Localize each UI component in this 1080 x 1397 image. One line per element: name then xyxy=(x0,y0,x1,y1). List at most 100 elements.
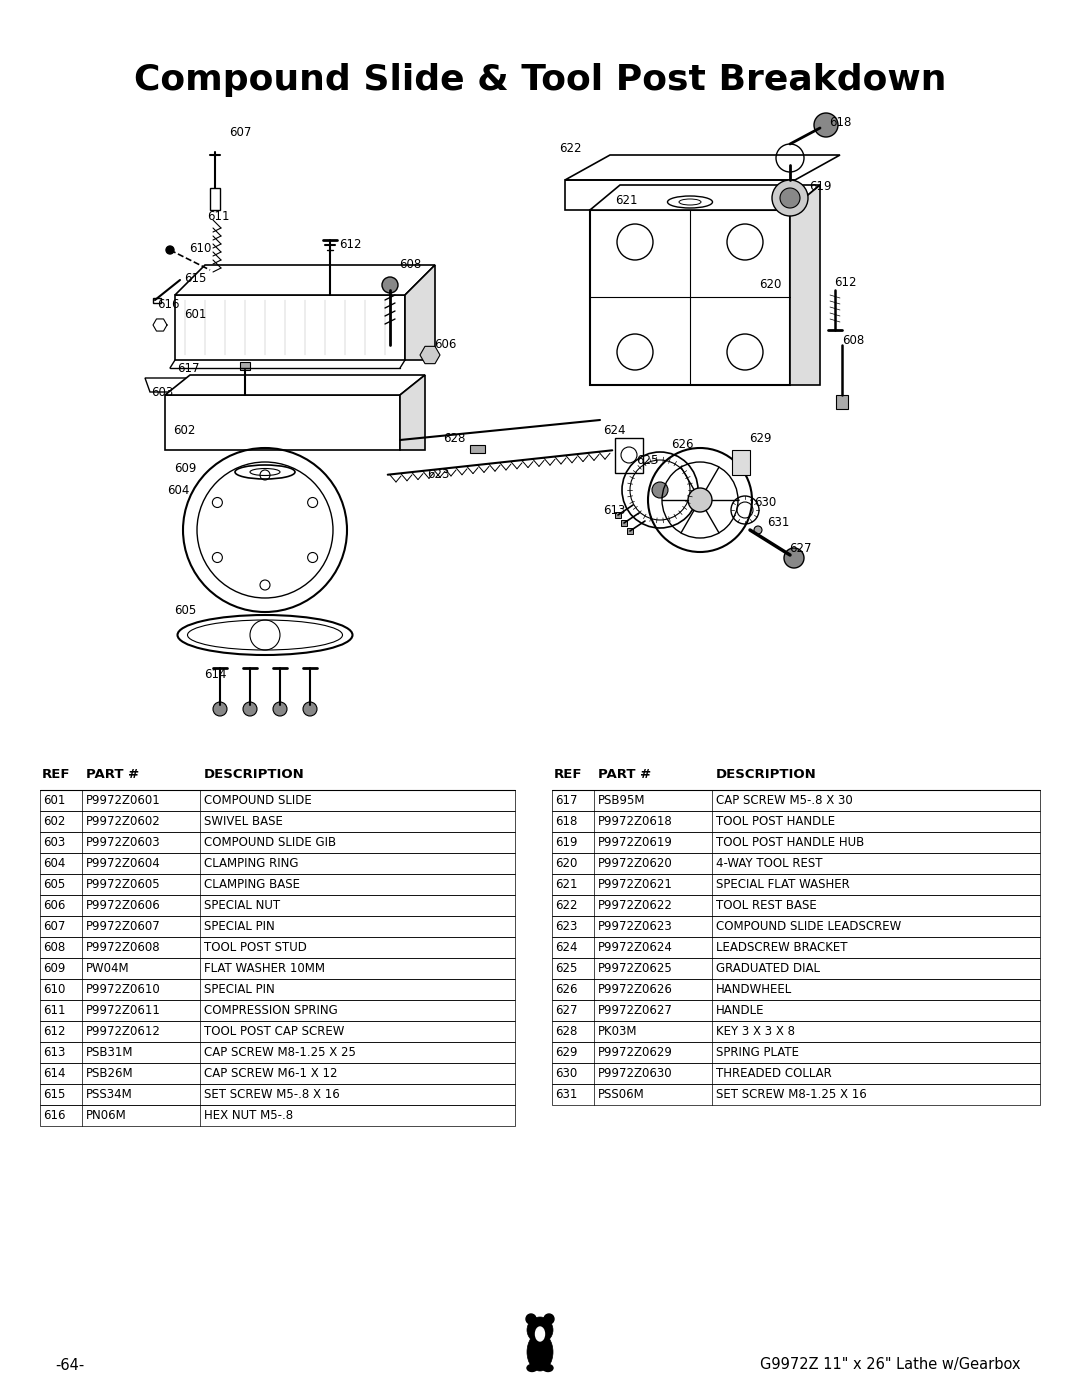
Bar xyxy=(40,833,515,854)
Text: 614: 614 xyxy=(204,668,226,680)
Bar xyxy=(552,1021,1040,1042)
Text: THREADED COLLAR: THREADED COLLAR xyxy=(716,1067,832,1080)
Text: 627: 627 xyxy=(788,542,811,555)
Text: 4-WAY TOOL REST: 4-WAY TOOL REST xyxy=(716,856,823,870)
Text: 604: 604 xyxy=(43,856,66,870)
Circle shape xyxy=(382,277,399,293)
Bar xyxy=(165,395,400,450)
Bar xyxy=(552,1084,1040,1105)
Text: 624: 624 xyxy=(603,423,625,436)
Text: 613: 613 xyxy=(603,503,625,517)
Bar xyxy=(552,895,1040,916)
Text: 614: 614 xyxy=(43,1067,66,1080)
Text: 609: 609 xyxy=(43,963,66,975)
Text: 606: 606 xyxy=(434,338,456,352)
Circle shape xyxy=(303,703,318,717)
Circle shape xyxy=(772,180,808,217)
Text: KEY 3 X 3 X 8: KEY 3 X 3 X 8 xyxy=(716,1025,795,1038)
Text: REF: REF xyxy=(42,768,70,781)
Text: P9972Z0606: P9972Z0606 xyxy=(86,900,161,912)
Polygon shape xyxy=(165,374,426,395)
Text: SPECIAL PIN: SPECIAL PIN xyxy=(204,921,274,933)
Text: DESCRIPTION: DESCRIPTION xyxy=(204,768,305,781)
Bar xyxy=(40,812,515,833)
Text: P9972Z0607: P9972Z0607 xyxy=(86,921,161,933)
Text: P9972Z0608: P9972Z0608 xyxy=(86,942,161,954)
Text: TOOL REST BASE: TOOL REST BASE xyxy=(716,900,816,912)
Text: COMPOUND SLIDE GIB: COMPOUND SLIDE GIB xyxy=(204,835,336,849)
Text: DESCRIPTION: DESCRIPTION xyxy=(716,768,816,781)
Circle shape xyxy=(784,548,804,569)
Text: FLAT WASHER 10MM: FLAT WASHER 10MM xyxy=(204,963,325,975)
Text: 615: 615 xyxy=(184,271,206,285)
Text: PW04M: PW04M xyxy=(86,963,130,975)
Bar xyxy=(621,520,627,527)
Bar xyxy=(40,895,515,916)
Text: 623: 623 xyxy=(555,921,578,933)
Polygon shape xyxy=(789,184,820,386)
Text: 619: 619 xyxy=(809,179,832,193)
Text: 612: 612 xyxy=(43,1025,66,1038)
Polygon shape xyxy=(590,184,820,210)
Bar xyxy=(40,875,515,895)
Bar xyxy=(552,916,1040,937)
Text: REF: REF xyxy=(554,768,582,781)
Bar xyxy=(40,1084,515,1105)
Bar xyxy=(615,511,621,518)
Text: PSS34M: PSS34M xyxy=(86,1088,133,1101)
Text: P9972Z0602: P9972Z0602 xyxy=(86,814,161,828)
Circle shape xyxy=(527,1317,553,1343)
Bar xyxy=(552,937,1040,958)
Text: P9972Z0619: P9972Z0619 xyxy=(598,835,673,849)
Bar xyxy=(153,298,161,303)
Text: 607: 607 xyxy=(229,126,252,138)
Text: 628: 628 xyxy=(443,432,465,444)
Bar xyxy=(40,937,515,958)
Bar xyxy=(552,875,1040,895)
Text: 612: 612 xyxy=(339,239,361,251)
Text: 602: 602 xyxy=(43,814,66,828)
Text: PSB95M: PSB95M xyxy=(598,793,646,807)
Text: P9972Z0618: P9972Z0618 xyxy=(598,814,673,828)
Text: P9972Z0604: P9972Z0604 xyxy=(86,856,161,870)
Text: LEADSCREW BRACKET: LEADSCREW BRACKET xyxy=(716,942,848,954)
Text: 630: 630 xyxy=(754,496,777,509)
Text: SPECIAL PIN: SPECIAL PIN xyxy=(204,983,274,996)
Text: SPECIAL NUT: SPECIAL NUT xyxy=(204,900,280,912)
Text: COMPOUND SLIDE LEADSCREW: COMPOUND SLIDE LEADSCREW xyxy=(716,921,901,933)
Text: HANDWHEEL: HANDWHEEL xyxy=(716,983,793,996)
Bar xyxy=(40,1063,515,1084)
Text: 621: 621 xyxy=(615,194,637,207)
Text: CLAMPING BASE: CLAMPING BASE xyxy=(204,877,300,891)
Text: CLAMPING RING: CLAMPING RING xyxy=(204,856,298,870)
Text: 611: 611 xyxy=(206,211,229,224)
Text: 626: 626 xyxy=(555,983,578,996)
Text: PART #: PART # xyxy=(86,768,139,781)
Text: TOOL POST HANDLE: TOOL POST HANDLE xyxy=(716,814,835,828)
Text: 609: 609 xyxy=(174,461,197,475)
Text: 601: 601 xyxy=(43,793,66,807)
Text: 601: 601 xyxy=(184,309,206,321)
Text: 605: 605 xyxy=(174,604,197,616)
Bar xyxy=(552,789,1040,812)
Text: 625: 625 xyxy=(636,454,658,467)
Text: CAP SCREW M6-1 X 12: CAP SCREW M6-1 X 12 xyxy=(204,1067,337,1080)
Circle shape xyxy=(273,703,287,717)
Text: 620: 620 xyxy=(759,278,781,292)
Text: 621: 621 xyxy=(555,877,578,891)
Bar xyxy=(552,1042,1040,1063)
Text: G9972Z 11" x 26" Lathe w/Gearbox: G9972Z 11" x 26" Lathe w/Gearbox xyxy=(760,1358,1021,1372)
Text: P9972Z0612: P9972Z0612 xyxy=(86,1025,161,1038)
Text: 631: 631 xyxy=(555,1088,578,1101)
Text: 627: 627 xyxy=(555,1004,578,1017)
Text: 617: 617 xyxy=(555,793,578,807)
Bar xyxy=(40,854,515,875)
Text: COMPOUND SLIDE: COMPOUND SLIDE xyxy=(204,793,312,807)
Text: SET SCREW M5-.8 X 16: SET SCREW M5-.8 X 16 xyxy=(204,1088,340,1101)
Bar xyxy=(552,1063,1040,1084)
Text: 610: 610 xyxy=(189,242,212,254)
Text: 619: 619 xyxy=(555,835,578,849)
Text: 610: 610 xyxy=(43,983,66,996)
Text: P9972Z0622: P9972Z0622 xyxy=(598,900,673,912)
Text: 612: 612 xyxy=(834,277,856,289)
